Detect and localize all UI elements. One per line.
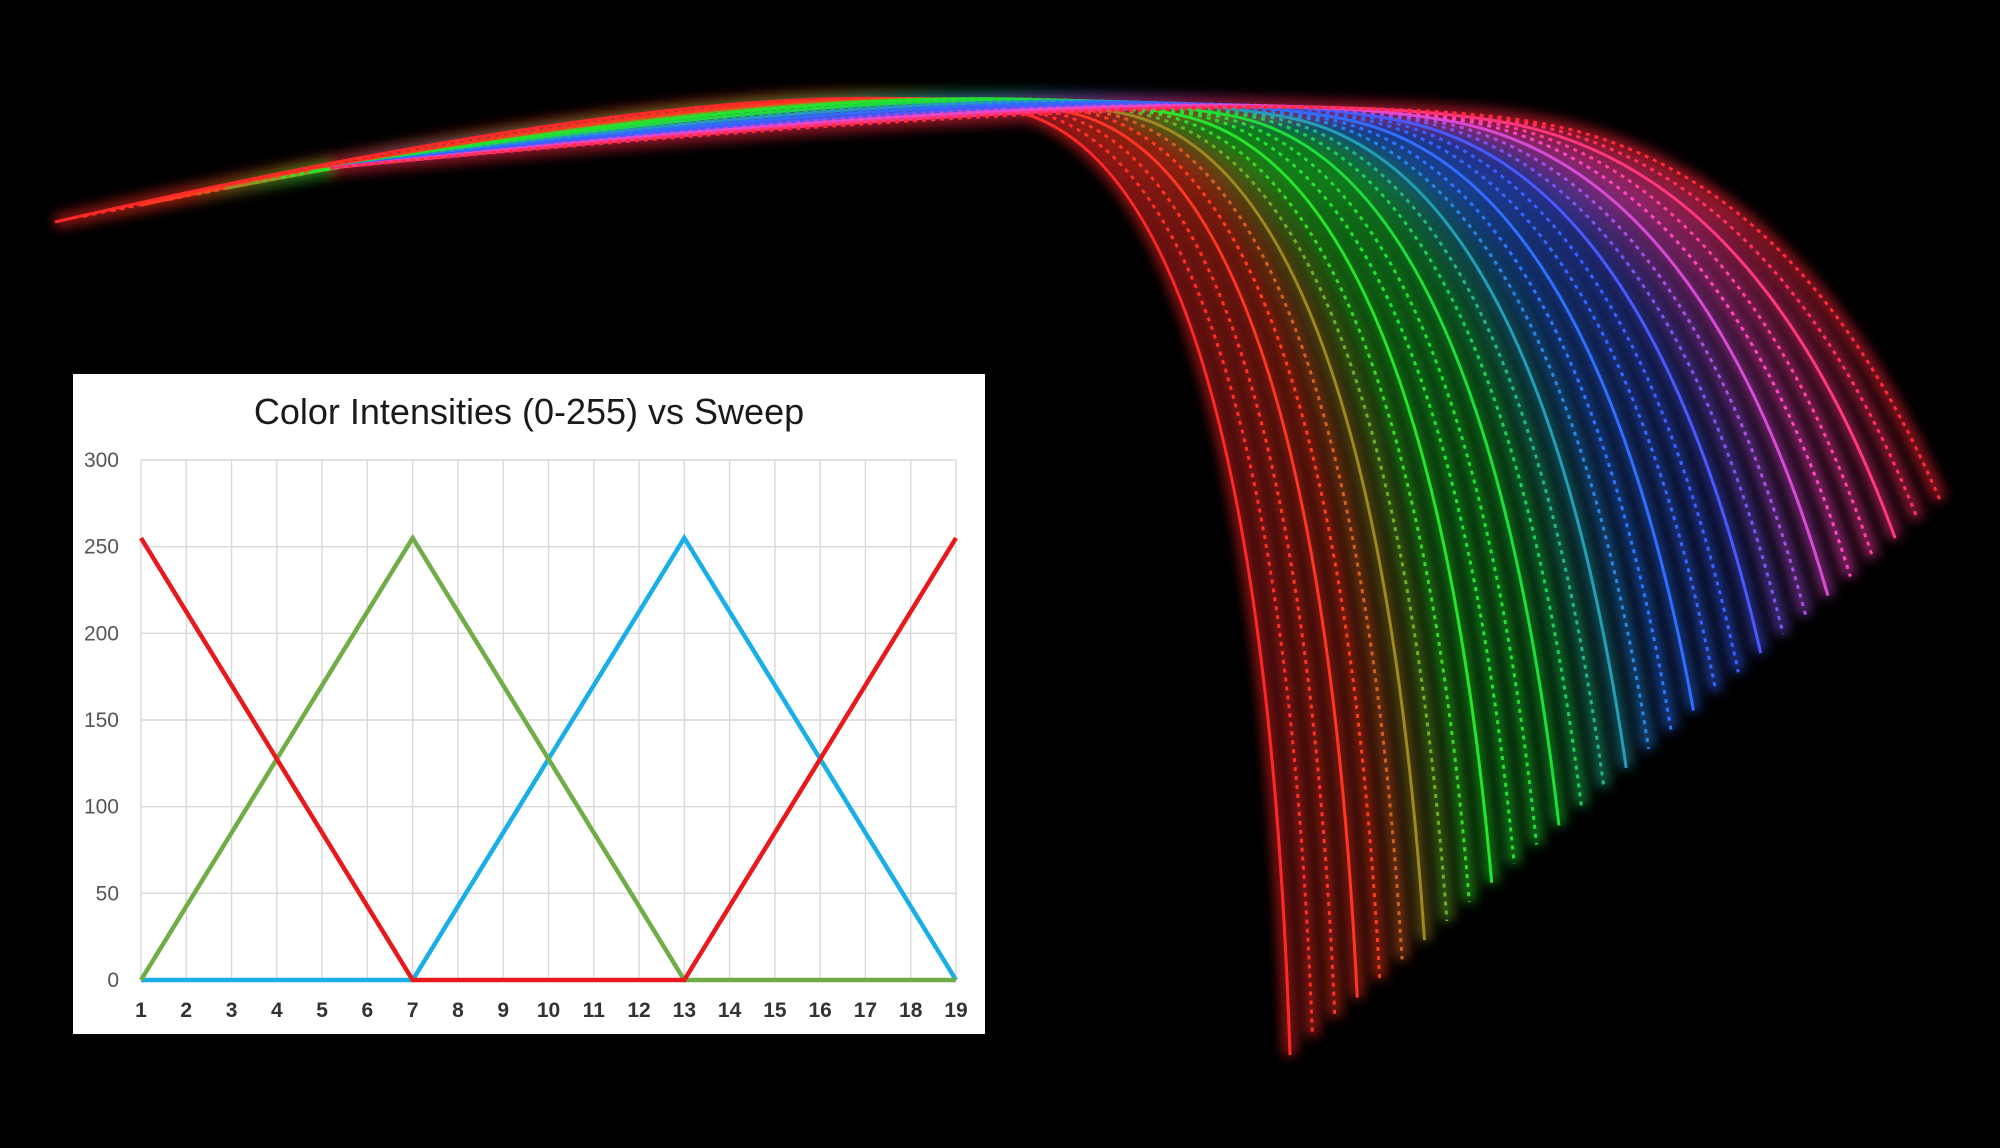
x-tick-label: 13 <box>673 999 696 1022</box>
light-arc <box>282 97 1471 903</box>
x-tick-label: 4 <box>271 999 283 1022</box>
y-tick-label: 300 <box>84 449 119 472</box>
light-arc <box>196 97 1404 960</box>
y-tick-label: 50 <box>96 882 119 905</box>
light-arc <box>329 99 1628 769</box>
x-tick-label: 16 <box>808 999 831 1022</box>
light-arc <box>329 98 1583 807</box>
x-tick-label: 17 <box>854 999 877 1022</box>
x-tick-label: 7 <box>407 999 419 1022</box>
x-tick-label: 2 <box>180 999 192 1022</box>
light-arc <box>253 97 1449 922</box>
light-arc <box>329 103 1830 597</box>
x-axis-ticks: 1 2 3 4 5 6 7 8 9 10 11 12 13 14 15 16 17 18 19 <box>135 999 968 1022</box>
arc-layer <box>54 96 1942 1056</box>
y-tick-label: 0 <box>107 969 119 992</box>
x-tick-label: 19 <box>944 999 967 1022</box>
x-tick-label: 11 <box>583 999 606 1022</box>
x-tick-label: 3 <box>226 999 238 1022</box>
light-arc <box>329 100 1651 750</box>
chart-title: Color Intensities (0-255) vs Sweep <box>254 391 804 432</box>
x-tick-label: 10 <box>537 999 560 1022</box>
light-arc <box>329 106 1942 501</box>
grid <box>140 459 957 981</box>
line-chart: Color Intensities (0-255) vs Sweep 0 50 10… <box>84 391 968 1022</box>
x-tick-label: 15 <box>763 999 787 1022</box>
x-tick-label: 12 <box>627 999 650 1022</box>
light-arc <box>329 101 1718 692</box>
x-tick-label: 1 <box>135 999 147 1022</box>
y-axis-ticks: 0 50 100 150 200 250 300 <box>84 449 119 992</box>
x-tick-label: 6 <box>362 999 374 1022</box>
x-tick-label: 18 <box>899 999 923 1022</box>
light-arc <box>329 104 1852 577</box>
light-arc <box>329 98 1561 826</box>
series-layer <box>139 533 958 983</box>
light-arc <box>168 97 1382 979</box>
series-line <box>139 536 958 983</box>
chart-panel: Color Intensities (0-255) vs Sweep 0 50 10… <box>73 374 985 1034</box>
x-tick-label: 5 <box>316 999 328 1022</box>
y-tick-label: 150 <box>84 709 119 732</box>
x-tick-label: 9 <box>497 999 509 1022</box>
x-tick-label: 14 <box>718 999 742 1022</box>
y-tick-label: 250 <box>84 536 119 559</box>
light-arc <box>329 103 1807 616</box>
light-arc <box>310 97 1494 883</box>
x-tick-label: 8 <box>452 999 464 1022</box>
y-tick-label: 100 <box>84 796 119 819</box>
y-tick-label: 200 <box>84 622 119 645</box>
